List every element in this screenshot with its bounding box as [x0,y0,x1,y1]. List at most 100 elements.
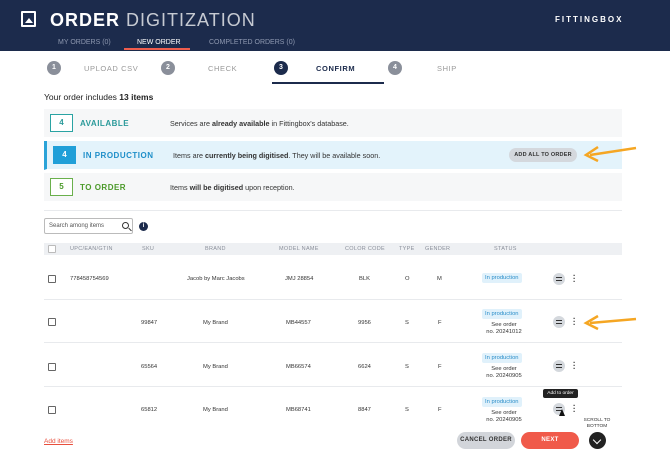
order-summary: Your order includes 13 items [44,92,154,102]
app-header: ORDER DIGITIZATION FITTINGBOX [0,0,670,51]
step-1-number: 1 [47,61,61,75]
cell-sku: 65812 [141,407,158,413]
in-production-count: 4 [53,146,76,164]
cell-type: O [405,276,410,282]
nav-new-order[interactable]: NEW ORDER [137,39,181,46]
row-checkbox[interactable] [48,363,56,371]
available-label: AVAILABLE [80,119,130,128]
cell-type: S [405,320,409,326]
cell-upc: 778458754569 [70,276,109,282]
column-header-sku[interactable]: SKU [142,246,155,252]
status-badge: In production [482,353,522,363]
available-count: 4 [50,114,73,132]
cell-brand: My Brand [203,364,228,370]
available-description: Services are already available in Fittin… [170,119,349,128]
card-to-order: 5 TO ORDER Items will be digitised upon … [44,173,622,202]
cell-brand: My Brand [203,320,228,326]
info-icon[interactable]: i [139,222,148,231]
next-button[interactable]: NEXT [521,432,579,449]
search-placeholder: Search among items [49,223,105,229]
table-header [44,243,622,255]
add-all-to-order-button[interactable]: ADD ALL TO ORDER [509,148,577,162]
more-icon[interactable]: · · · [573,271,576,286]
see-order-link[interactable]: See order no. 20240905 [486,366,522,379]
cell-gender: F [438,364,442,370]
cell-color: BLK [359,276,370,282]
cell-type: S [405,407,409,413]
step-2-number: 2 [161,61,175,75]
cell-sku: 99847 [141,320,158,326]
more-icon[interactable]: · · · [573,358,576,373]
step-3-number: 3 [274,61,288,75]
cancel-order-button[interactable]: CANCEL ORDER [457,432,515,449]
more-icon[interactable]: · · · [573,314,576,329]
column-header-color-code[interactable]: COLOR CODE [345,246,385,252]
search-input[interactable]: Search among items [44,218,133,234]
nav-my-orders[interactable]: MY ORDERS (0) [58,39,111,46]
card-in-production: 4 IN PRODUCTION Items are currently bein… [44,141,622,170]
column-header-status[interactable]: STATUS [494,246,517,252]
cell-color: 6624 [358,364,371,370]
brand-logo: FITTINGBOX [555,15,624,24]
to-order-description: Items will be digitised upon reception. [170,183,295,192]
cell-model: JMJ 28854 [285,276,314,282]
status-badge: In production [482,397,522,407]
cell-color: 9956 [358,320,371,326]
cell-color: 8847 [358,407,371,413]
add-to-order-icon[interactable] [553,316,565,328]
cell-model: MB44557 [286,320,311,326]
scroll-to-bottom-label: SCROLL TO BOTTOM [583,418,611,429]
divider [44,210,622,211]
column-header-brand[interactable]: BRAND [205,246,226,252]
cell-sku: 65564 [141,364,158,370]
in-production-description: Items are currently being digitised. The… [173,151,381,160]
chevron-down-icon[interactable] [589,432,606,449]
status-badge: In production [482,309,522,319]
annotation-arrow [583,145,637,162]
row-divider [44,386,622,387]
add-to-order-tooltip: Add to order [543,389,578,398]
step-1-label: UPLOAD CSV [84,64,139,73]
column-header-type[interactable]: TYPE [399,246,415,252]
cell-brand: Jacob by Marc Jacobs [187,276,245,282]
card-available: 4 AVAILABLE Services are already availab… [44,109,622,138]
row-checkbox[interactable] [48,318,56,326]
step-current-indicator [272,82,384,84]
column-header-gender[interactable]: GENDER [425,246,451,252]
row-checkbox[interactable] [48,275,56,283]
nav-active-indicator [124,48,190,50]
cell-gender: M [437,276,442,282]
step-3-label: CONFIRM [316,64,356,73]
to-order-count: 5 [50,178,73,196]
step-4-number: 4 [388,61,402,75]
cell-type: S [405,364,409,370]
more-icon[interactable]: · · · [573,401,576,416]
image-icon [21,11,36,27]
add-to-order-icon[interactable] [553,360,565,372]
annotation-arrow [583,314,637,331]
add-items-link[interactable]: Add items [44,438,73,445]
status-badge: In production [482,273,522,283]
cell-model: MB68741 [286,407,311,413]
nav-completed-orders[interactable]: COMPLETED ORDERS (0) [209,39,295,46]
step-2-label: CHECK [208,64,238,73]
row-divider [44,342,622,343]
column-header-model-name[interactable]: MODEL NAME [279,246,319,252]
cell-gender: F [438,320,442,326]
row-divider [44,299,622,300]
row-checkbox[interactable] [48,406,56,414]
cell-gender: F [438,407,442,413]
column-header-upc[interactable]: UPC/EAN/GTIN [70,246,113,252]
step-4-label: SHIP [437,64,457,73]
add-to-order-icon[interactable] [553,273,565,285]
cell-brand: My Brand [203,407,228,413]
select-all-checkbox[interactable] [48,245,56,253]
mouse-cursor [559,409,565,416]
to-order-label: TO ORDER [80,183,127,192]
page-title: ORDER DIGITIZATION [50,10,256,30]
search-icon[interactable] [122,222,129,229]
see-order-link[interactable]: See order no. 20241012 [486,322,522,335]
cell-model: MB66574 [286,364,311,370]
see-order-link[interactable]: See order no. 20240905 [486,410,522,423]
in-production-label: IN PRODUCTION [83,151,154,160]
